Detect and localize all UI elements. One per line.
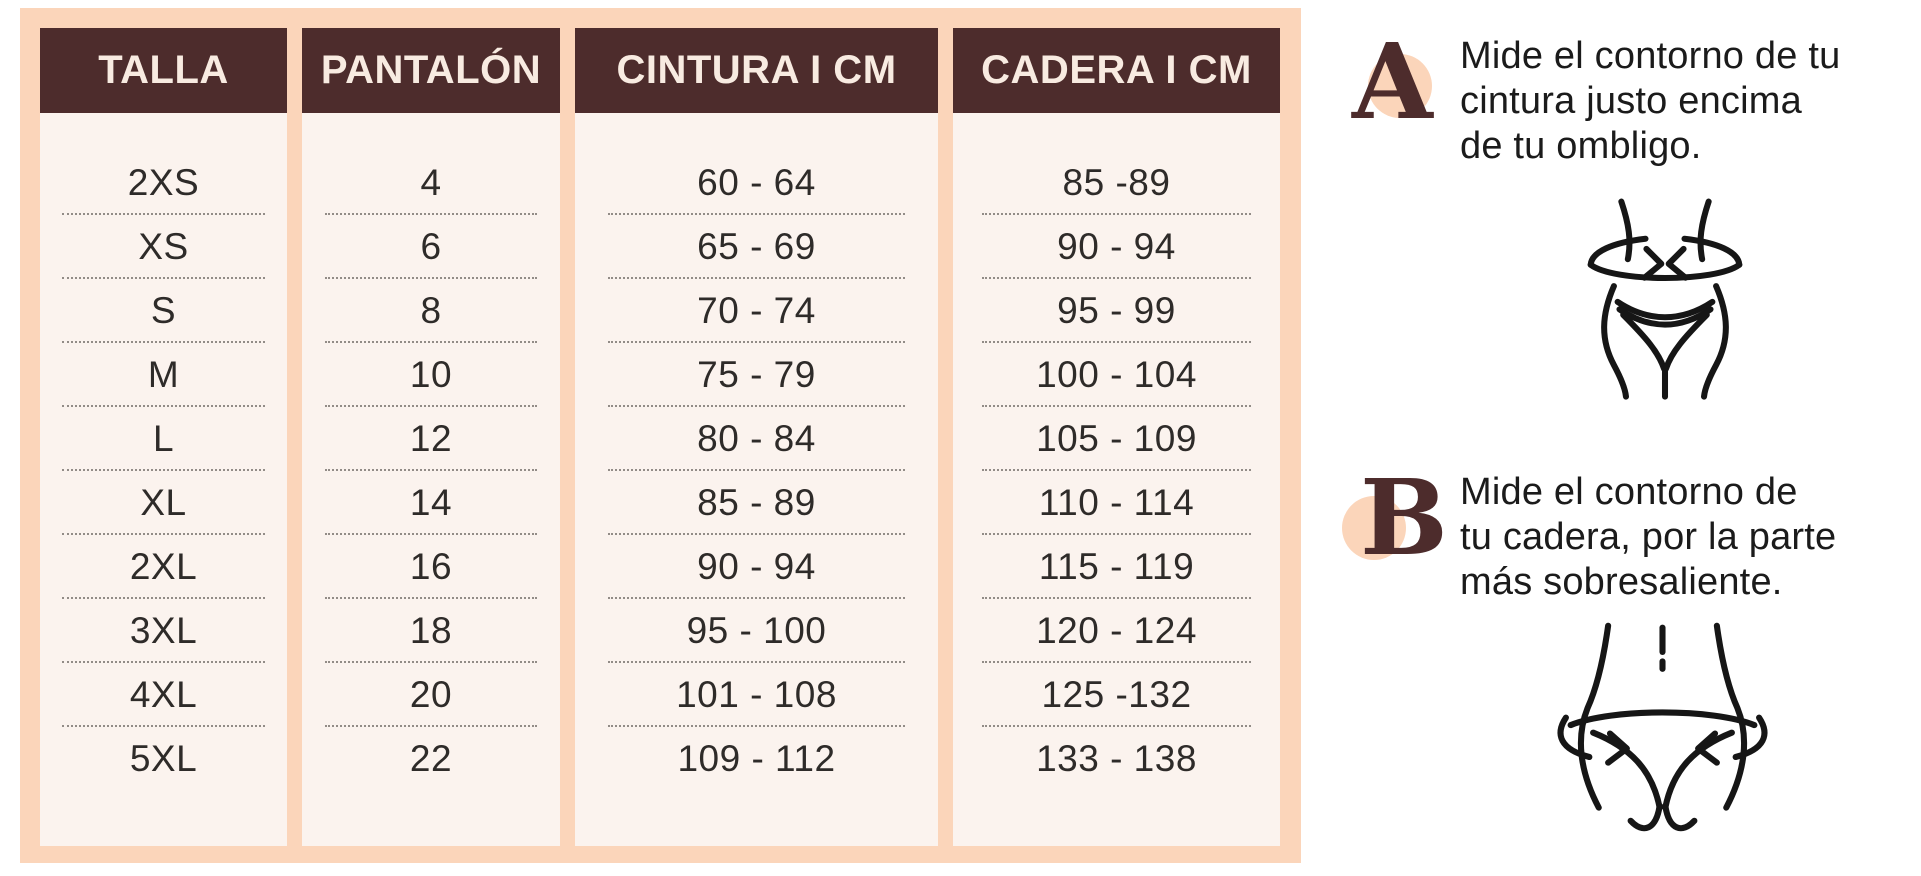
column-body: 85 -89 90 - 94 95 - 99 100 - 104 105 - 109 11… xyxy=(953,113,1280,846)
marker-b: B xyxy=(1342,466,1452,578)
size-cell: 125 -132 xyxy=(953,663,1280,727)
table-column-cintura-i-cm: CINTURA I CM 60 - 64 65 - 69 70 - 74 75 - 79… xyxy=(575,28,938,846)
size-cell: 4 xyxy=(302,151,560,215)
size-cell: 109 - 112 xyxy=(677,738,836,779)
size-cell: 133 - 138 xyxy=(1036,738,1197,779)
size-cell: 3XL xyxy=(40,599,287,663)
hip-instruction-text: Mide el contorno de tu cadera, por la pa… xyxy=(1460,471,1837,603)
size-cell: 70 - 74 xyxy=(575,279,938,343)
waist-measure-icon xyxy=(1587,198,1743,400)
size-cell: 85 - 89 xyxy=(575,471,938,535)
waist-instruction-text: Mide el contorno de tu cintura justo enc… xyxy=(1460,35,1841,167)
size-cell: 12 xyxy=(302,407,560,471)
size-cell: S xyxy=(40,279,287,343)
size-cell: 110 - 114 xyxy=(953,471,1280,535)
table-column-cadera-i-cm: CADERA I CM 85 -89 90 - 94 95 - 99 100 - 104… xyxy=(953,28,1280,846)
marker-b-circle-accent xyxy=(1342,496,1406,560)
size-cell: 90 - 94 xyxy=(953,215,1280,279)
size-cell: 90 - 94 xyxy=(575,535,938,599)
size-cell: 20 xyxy=(302,663,560,727)
column-body: 4 6 8 10 12 14 16 18 20 22 xyxy=(302,113,560,846)
marker-a-letter: A xyxy=(1352,20,1433,143)
column-header: TALLA xyxy=(40,28,287,113)
size-chart-table: TALLA 2XS XS S M L XL 2XL 3XL 4XL 5XL PANTALÓN 4 6 8 10… xyxy=(20,8,1301,863)
size-cell: 2XL xyxy=(40,535,287,599)
table-column-pantal-n: PANTALÓN 4 6 8 10 12 14 16 18 20 22 xyxy=(302,28,560,846)
size-cell: 95 - 99 xyxy=(953,279,1280,343)
size-cell: 80 - 84 xyxy=(575,407,938,471)
table-column-talla: TALLA 2XS XS S M L XL 2XL 3XL 4XL 5XL xyxy=(40,28,287,846)
size-cell: 60 - 64 xyxy=(575,151,938,215)
size-cell: 4XL xyxy=(40,663,287,727)
size-cell: XS xyxy=(40,215,287,279)
column-body: 60 - 64 65 - 69 70 - 74 75 - 79 80 - 84 85 - … xyxy=(575,113,938,846)
size-cell: M xyxy=(40,343,287,407)
size-cell: 100 - 104 xyxy=(953,343,1280,407)
size-cell: XL xyxy=(40,471,287,535)
marker-b-letter: B xyxy=(1360,456,1448,579)
size-cell: 115 - 119 xyxy=(953,535,1280,599)
size-cell: 22 xyxy=(409,738,453,779)
column-body: 2XS XS S M L XL 2XL 3XL 4XL 5XL xyxy=(40,113,287,846)
size-cell: 16 xyxy=(302,535,560,599)
size-cell: 85 -89 xyxy=(953,151,1280,215)
size-cell: 95 - 100 xyxy=(575,599,938,663)
marker-a-circle-accent xyxy=(1368,54,1432,118)
size-cell: 2XS xyxy=(40,151,287,215)
size-cell: 8 xyxy=(302,279,560,343)
hip-measure-icon xyxy=(1557,622,1768,832)
column-header: PANTALÓN xyxy=(302,28,560,113)
size-cell: 75 - 79 xyxy=(575,343,938,407)
size-cell: 18 xyxy=(302,599,560,663)
marker-a: A xyxy=(1352,30,1452,142)
size-cell: 6 xyxy=(302,215,560,279)
column-header: CADERA I CM xyxy=(953,28,1280,113)
size-cell: 10 xyxy=(302,343,560,407)
size-cell: L xyxy=(40,407,287,471)
size-cell: 105 - 109 xyxy=(953,407,1280,471)
size-cell: 14 xyxy=(302,471,560,535)
size-cell: 65 - 69 xyxy=(575,215,938,279)
column-header: CINTURA I CM xyxy=(575,28,938,113)
size-cell: 5XL xyxy=(129,738,198,779)
size-cell: 101 - 108 xyxy=(575,663,938,727)
size-cell: 120 - 124 xyxy=(953,599,1280,663)
